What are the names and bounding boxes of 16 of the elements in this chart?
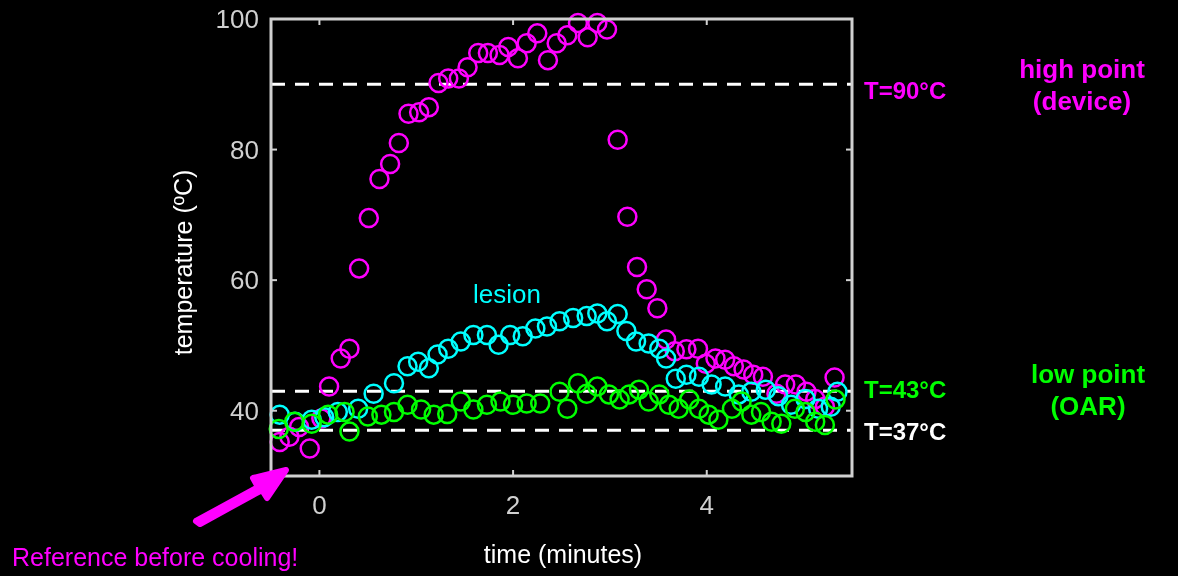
x-axis-title: time (minutes) [483,540,643,568]
ref-line-label: T=90°C [864,77,947,105]
y-tick-label: 60 [230,265,259,296]
y-tick-label: 100 [215,4,259,34]
x-tick-label: 4 [699,490,714,520]
ref-line-label: T=43°C [864,376,947,404]
y-axis-title: temperature (ºC) [169,169,197,356]
text: low point (OAR) [1030,359,1146,421]
x-tick-label: 2 [505,490,521,520]
text: Reference before cooling! [12,543,299,571]
text: high point (device) [1019,54,1146,116]
x-tick-label: 0 [312,490,327,520]
series-label: lesion [473,279,541,309]
y-tick-label: 40 [230,395,259,426]
ref-line-label: T=37°C [864,418,947,446]
y-tick-label: 80 [230,134,259,165]
